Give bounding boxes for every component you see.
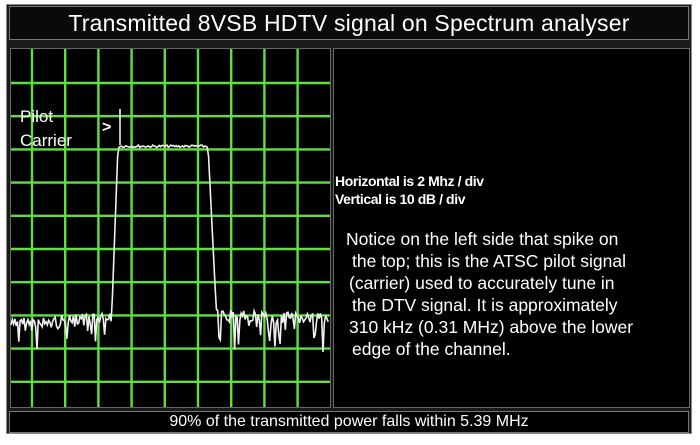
grid <box>11 49 330 407</box>
horizontal-scale: Horizontal is 2 Mhz / div <box>335 173 484 189</box>
pilot-arrow: > <box>102 119 112 136</box>
note-line: (carrier) used to accurately tune in <box>349 273 615 293</box>
pilot-label-line1: Pilot <box>20 107 54 126</box>
pilot-label-line2: Carrier <box>20 131 72 150</box>
pilot-carrier-label: Pilot Carrier <box>20 105 72 153</box>
caption: 90% of the transmitted power falls withi… <box>9 411 689 433</box>
note-line: the top; this is the ATSC pilot signal <box>352 251 626 271</box>
info-panel <box>333 48 690 408</box>
note-line: Notice on the left side that spike on <box>346 229 619 249</box>
note-line: 310 kHz (0.31 MHz) above the lower <box>349 317 634 337</box>
signal-trace <box>10 144 329 353</box>
page-title: Transmitted 8VSB HDTV signal on Spectrum… <box>9 6 689 40</box>
note-line: edge of the channel. <box>352 339 511 359</box>
vertical-scale: Vertical is 10 dB / div <box>335 191 466 207</box>
note-line: the DTV signal. It is approximately <box>352 295 618 315</box>
